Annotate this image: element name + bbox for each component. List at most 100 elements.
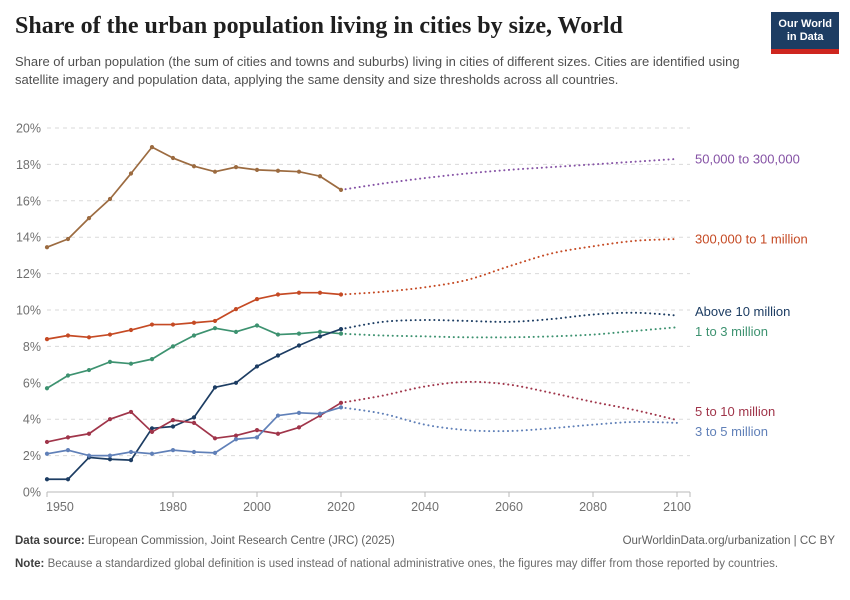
data-point-marker xyxy=(275,332,281,337)
y-tick-label: 16% xyxy=(16,194,41,208)
footer-note: Note: Because a standardized global defi… xyxy=(15,557,837,572)
data-point-marker xyxy=(317,174,323,179)
series-historical-line xyxy=(46,146,342,249)
x-tick-label: 2060 xyxy=(495,500,523,514)
data-point-marker xyxy=(107,359,113,364)
data-point-marker xyxy=(338,327,344,332)
data-point-marker xyxy=(254,364,260,369)
series-historical-line xyxy=(47,328,342,481)
x-tick-label: 2020 xyxy=(327,500,355,514)
data-source-label: Data source: xyxy=(15,535,85,547)
data-point-marker xyxy=(149,429,155,435)
chart-subtitle: Share of urban population (the sum of ci… xyxy=(15,54,740,87)
note-text: Because a standardized global definition… xyxy=(44,558,779,570)
data-point-marker xyxy=(317,290,323,295)
data-point-marker xyxy=(128,458,134,463)
data-point-marker xyxy=(275,292,281,297)
data-point-marker xyxy=(44,451,50,456)
data-point-marker xyxy=(317,334,323,339)
data-point-marker xyxy=(128,361,134,366)
data-point-marker xyxy=(296,343,302,348)
data-point-marker xyxy=(233,433,239,438)
data-point-marker xyxy=(170,155,176,161)
data-point-marker xyxy=(170,344,176,349)
data-point-marker xyxy=(65,373,71,378)
data-point-marker xyxy=(191,449,197,455)
data-point-marker xyxy=(254,296,260,302)
y-tick-label: 4% xyxy=(23,413,41,427)
data-point-marker xyxy=(44,477,50,482)
data-point-marker xyxy=(191,164,197,169)
series-1 xyxy=(44,238,678,342)
data-point-marker xyxy=(128,449,134,455)
data-point-marker xyxy=(86,431,92,436)
data-point-marker xyxy=(65,333,71,338)
data-point-marker xyxy=(212,385,218,390)
data-point-marker xyxy=(254,167,260,172)
data-point-marker xyxy=(65,435,71,440)
data-point-marker xyxy=(128,327,134,333)
data-point-marker xyxy=(149,145,155,150)
y-tick-label: 20% xyxy=(16,122,41,136)
x-tick-label: 2000 xyxy=(243,500,271,514)
license-link[interactable]: OurWorldinData.org/urbanization | CC BY xyxy=(622,535,835,547)
data-point-marker xyxy=(233,165,239,170)
data-point-marker xyxy=(107,196,113,202)
series-projection-line xyxy=(340,238,678,296)
data-point-marker xyxy=(296,331,302,336)
data-point-marker xyxy=(296,410,302,415)
data-point-marker xyxy=(212,450,218,455)
data-point-marker xyxy=(107,453,113,458)
page-title: Share of the urban population living in … xyxy=(15,13,623,39)
series-5 xyxy=(44,405,678,458)
series-projection-line xyxy=(340,380,678,422)
data-point-marker xyxy=(149,451,155,456)
series-label-2: 1 to 3 million xyxy=(695,324,768,339)
data-point-marker xyxy=(212,326,218,331)
y-tick-label: 18% xyxy=(16,158,41,172)
data-point-marker xyxy=(296,290,302,295)
gridlines xyxy=(47,127,690,457)
data-point-marker xyxy=(317,411,323,416)
data-point-marker xyxy=(275,353,281,358)
x-tick-label: 1980 xyxy=(159,500,187,514)
data-point-marker xyxy=(254,428,260,433)
data-point-marker xyxy=(233,437,239,442)
data-point-marker xyxy=(338,187,344,192)
data-point-marker xyxy=(296,425,302,430)
y-tick-label: 12% xyxy=(16,267,41,281)
data-point-marker xyxy=(170,418,176,423)
series-labels: 50,000 to 300,000 300,000 to 1 million Abo… xyxy=(695,151,808,439)
y-tick-label: 0% xyxy=(23,486,41,500)
data-point-marker xyxy=(170,448,176,453)
data-point-marker xyxy=(275,168,281,173)
series-label-0: 50,000 to 300,000 xyxy=(695,151,800,166)
data-point-marker xyxy=(149,322,155,327)
x-axis xyxy=(46,491,691,497)
data-point-marker xyxy=(275,431,281,436)
data-point-marker xyxy=(338,331,344,336)
data-point-marker xyxy=(44,337,50,342)
series-projection-line xyxy=(340,311,678,331)
y-tick-label: 6% xyxy=(23,376,41,390)
data-point-marker xyxy=(212,169,218,174)
data-point-marker xyxy=(254,435,260,440)
data-point-marker xyxy=(254,323,260,328)
data-point-marker xyxy=(107,457,113,462)
data-point-marker xyxy=(191,333,197,338)
series-0 xyxy=(44,145,678,250)
series-label-5: 3 to 5 million xyxy=(695,424,768,439)
data-point-marker xyxy=(233,306,239,312)
x-tick-labels: 1950 1980 2000 2020 2040 2060 2080 2100 xyxy=(46,500,691,514)
data-point-marker xyxy=(149,426,155,431)
y-tick-label: 2% xyxy=(23,449,41,463)
y-tick-labels: 0% 2% 4% 6% 8% 10% 12% 14% 16% 18% 20% xyxy=(16,122,41,500)
series-projection-line xyxy=(340,326,678,339)
data-point-marker xyxy=(86,453,92,458)
series-projection-line xyxy=(340,157,678,191)
data-point-marker xyxy=(275,413,281,418)
y-tick-label: 8% xyxy=(23,340,41,354)
owid-logo: Our World in Data xyxy=(771,12,839,54)
